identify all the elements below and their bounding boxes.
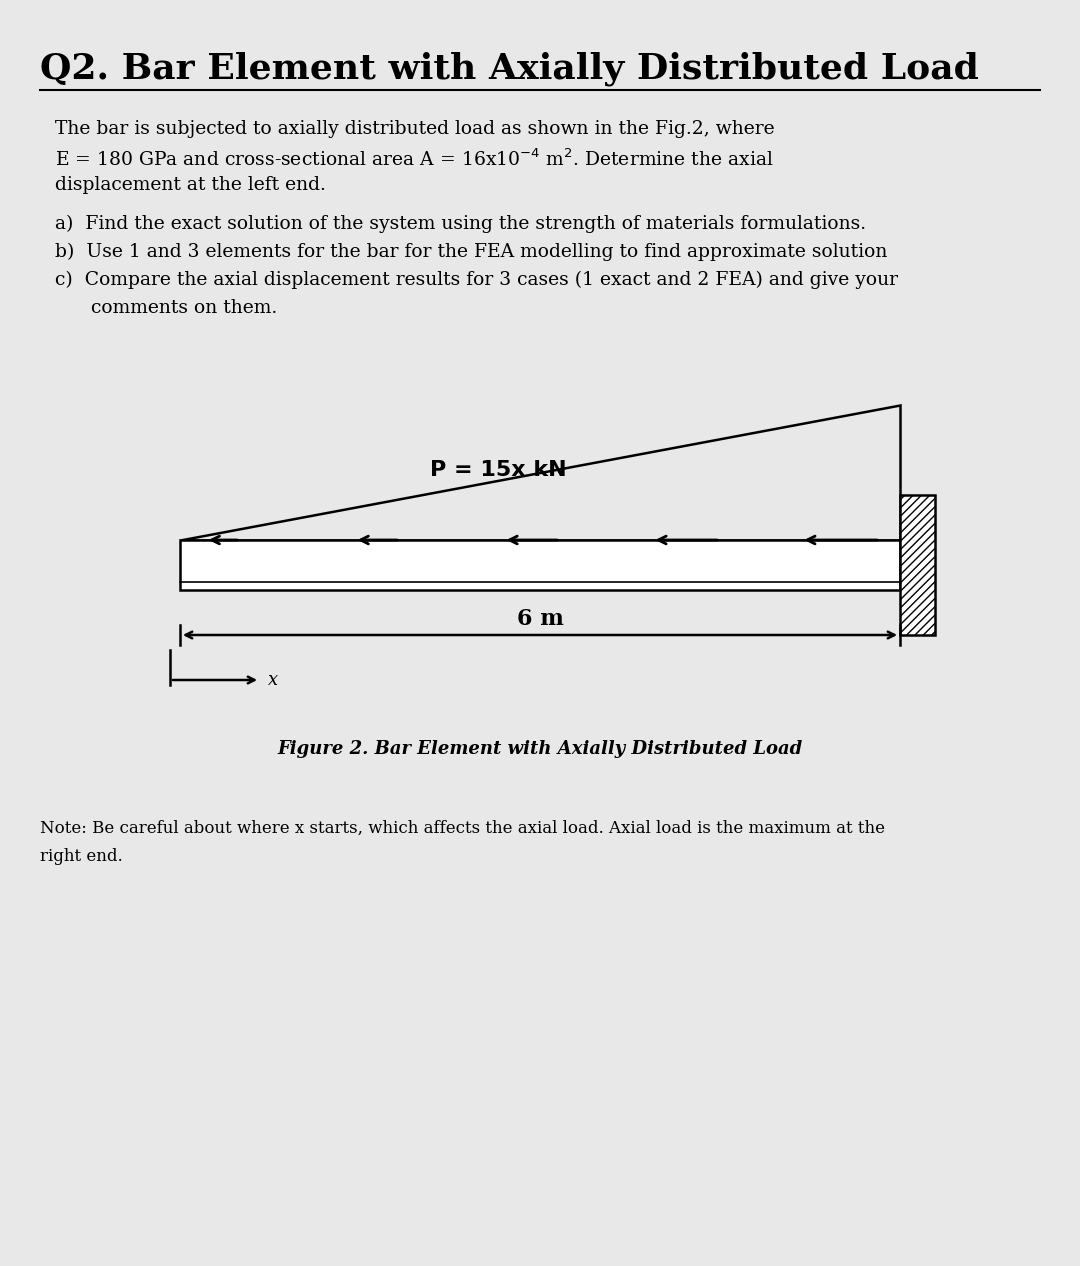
Text: c)  Compare the axial displacement results for 3 cases (1 exact and 2 FEA) and g: c) Compare the axial displacement result… <box>55 271 897 289</box>
Text: displacement at the left end.: displacement at the left end. <box>55 176 326 194</box>
Text: a)  Find the exact solution of the system using the strength of materials formul: a) Find the exact solution of the system… <box>55 215 866 233</box>
Text: Figure 2. Bar Element with Axially Distributed Load: Figure 2. Bar Element with Axially Distr… <box>278 741 802 758</box>
Text: comments on them.: comments on them. <box>55 299 278 316</box>
Text: 6 m: 6 m <box>516 608 564 630</box>
Text: E = 180 GPa and cross-sectional area A = 16x10$^{-4}$ m$^{2}$. Determine the axi: E = 180 GPa and cross-sectional area A =… <box>55 148 774 170</box>
Polygon shape <box>180 405 900 541</box>
Text: Q2. Bar Element with Axially Distributed Load: Q2. Bar Element with Axially Distributed… <box>40 52 978 86</box>
Text: right end.: right end. <box>40 848 123 865</box>
Text: The bar is subjected to axially distributed load as shown in the Fig.2, where: The bar is subjected to axially distribu… <box>55 120 774 138</box>
Polygon shape <box>180 541 900 590</box>
Text: Note: Be careful about where x starts, which affects the axial load. Axial load : Note: Be careful about where x starts, w… <box>40 820 885 837</box>
Text: x: x <box>268 671 279 689</box>
Polygon shape <box>900 495 935 636</box>
Text: b)  Use 1 and 3 elements for the bar for the FEA modelling to find approximate s: b) Use 1 and 3 elements for the bar for … <box>55 243 888 261</box>
Text: P = 15x kN: P = 15x kN <box>430 460 567 480</box>
